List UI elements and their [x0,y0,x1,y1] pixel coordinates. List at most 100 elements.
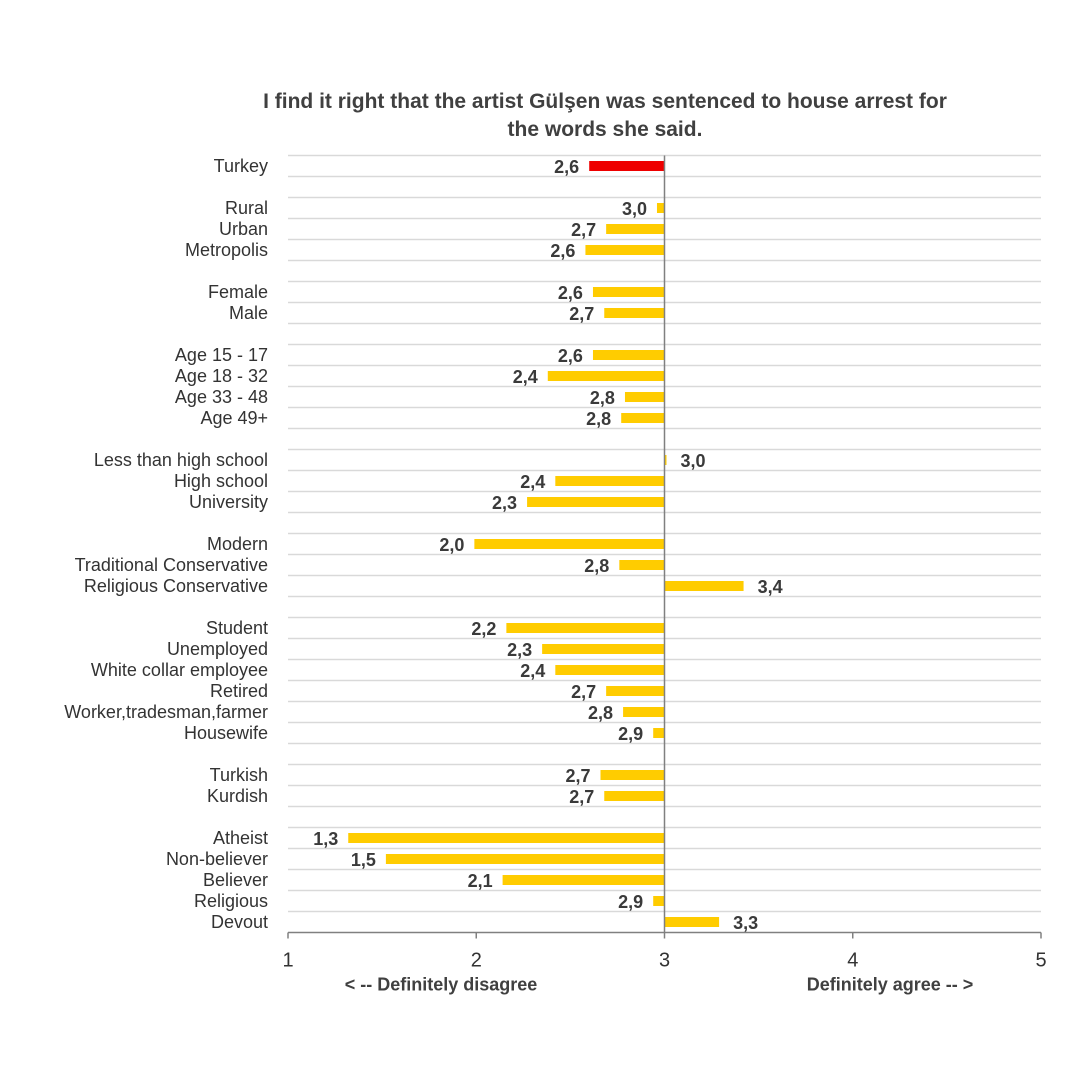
bar [592,287,665,297]
x-tick-label: 5 [1035,950,1046,972]
bar [621,413,665,423]
value-label: 2,7 [569,304,594,324]
value-label: 2,4 [513,367,538,387]
bar [664,455,667,465]
value-label: 2,7 [571,682,596,702]
bar [600,770,665,780]
value-label: 2,6 [558,283,583,303]
category-label: Religious [194,891,268,911]
bar [555,665,665,675]
value-label: 3,0 [681,451,706,471]
value-label: 2,7 [569,787,594,807]
value-label: 2,3 [507,640,532,660]
value-label: 2,4 [520,661,545,681]
value-label: 2,4 [520,472,545,492]
bar [624,392,665,402]
bar [606,224,665,234]
value-label: 1,3 [313,829,338,849]
category-label: Religious Conservative [84,576,268,596]
value-label: 2,1 [468,871,493,891]
x-tick-label: 3 [659,950,670,972]
bar [585,245,665,255]
value-label: 2,6 [558,346,583,366]
category-label: Age 18 - 32 [175,366,268,386]
category-label: Age 49+ [200,408,268,428]
category-label: Turkish [210,765,268,785]
category-label: Age 15 - 17 [175,345,268,365]
category-label: Atheist [213,828,268,848]
bar [348,833,665,843]
category-label: Urban [219,219,268,239]
bar [604,791,665,801]
category-label: High school [174,471,268,491]
value-label: 2,3 [492,493,517,513]
value-label: 2,2 [471,619,496,639]
bar [589,161,665,171]
category-label: Retired [210,681,268,701]
bar [606,686,665,696]
bars [348,161,744,927]
x-tick-label: 1 [282,950,293,972]
chart-title-line-1: I find it right that the artist Gülşen w… [263,90,947,113]
category-label: Less than high school [94,450,268,470]
category-label: Modern [207,534,268,554]
bar [653,896,665,906]
category-label: Housewife [184,723,268,743]
bar [527,497,665,507]
bar [664,917,720,927]
agree-end-label: Definitely agree -- > [807,975,974,995]
value-label: 2,8 [584,556,609,576]
category-label: Non-believer [166,849,268,869]
bar [547,371,665,381]
chart-title-line-2: the words she said. [507,118,703,141]
category-label: Rural [225,198,268,218]
value-label: 2,0 [439,535,464,555]
value-label: 2,9 [618,892,643,912]
bar [656,203,665,213]
value-label: 2,6 [550,241,575,261]
value-label: 2,8 [588,703,613,723]
category-label: Worker,tradesman,farmer [64,702,268,722]
bar [542,644,665,654]
category-label: Unemployed [167,639,268,659]
value-label: 2,8 [586,409,611,429]
bar [502,875,665,885]
bar [555,476,665,486]
x-tick-label: 2 [471,950,482,972]
category-label: University [189,492,268,512]
bar [604,308,665,318]
value-label: 2,6 [554,157,579,177]
value-label: 2,8 [590,388,615,408]
labels: Turkey 2,6 Rural 3,0 Urban 2,7 Metropolis 2,6 Fe… [64,156,782,933]
value-label: 2,7 [565,766,590,786]
category-label: Student [206,618,268,638]
bar [474,539,665,549]
category-label: Turkey [214,156,268,176]
category-label: Female [208,282,268,302]
bar [664,581,744,591]
category-label: Male [229,303,268,323]
category-label: White collar employee [91,660,268,680]
bar [619,560,665,570]
value-label: 1,5 [351,850,376,870]
disagree-end-label: < -- Definitely disagree [345,975,538,995]
axes: 1 2 3 4 5 < -- Definitely disagree Definitely … [282,155,1047,995]
category-label: Traditional Conservative [75,555,268,575]
value-label: 2,9 [618,724,643,744]
category-label: Devout [211,912,268,932]
value-label: 3,3 [733,913,758,933]
chart-title: I find it right that the artist Gülşen w… [160,88,1050,144]
bar [653,728,665,738]
bar [506,623,665,633]
value-label: 3,4 [758,577,783,597]
x-tick-label: 4 [847,950,858,972]
category-label: Metropolis [185,240,268,260]
category-label: Age 33 - 48 [175,387,268,407]
bar [385,854,665,864]
bar [592,350,665,360]
value-label: 2,7 [571,220,596,240]
category-label: Kurdish [207,786,268,806]
value-label: 3,0 [622,199,647,219]
bar [623,707,665,717]
